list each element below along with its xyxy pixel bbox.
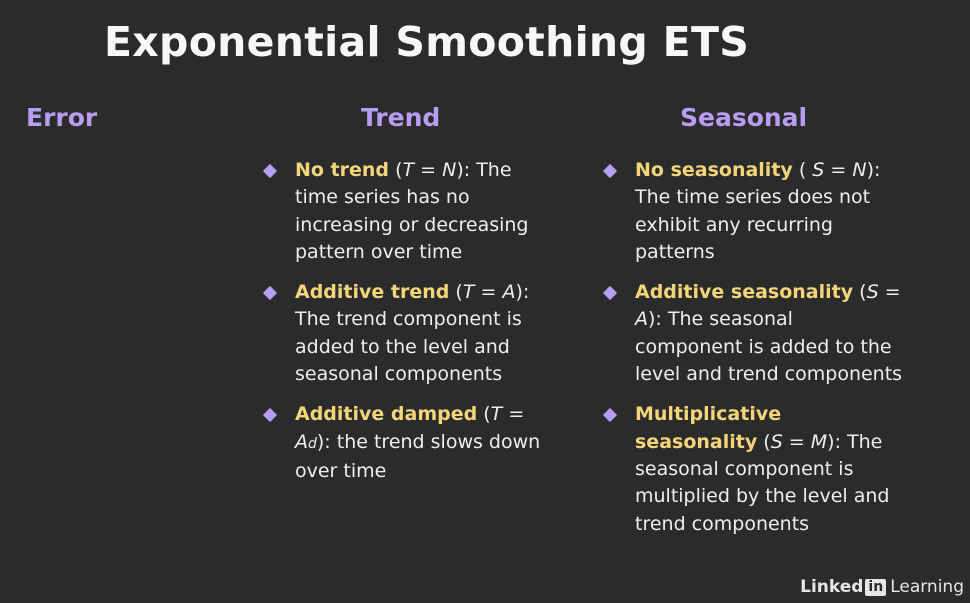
description: The time series does not exhibit any rec…	[635, 186, 871, 263]
notation: (T = N):	[389, 159, 477, 181]
term: Additive damped	[295, 403, 478, 426]
term: Additive trend	[295, 281, 450, 304]
list-item: Additive trend (T = A): The trend compon…	[262, 279, 555, 388]
term: Multiplicative seasonality	[635, 403, 782, 453]
column-heading-trend: Trend	[361, 103, 441, 132]
list-item: No seasonality ( S = N): The time series…	[602, 157, 905, 266]
term: Additive seasonality	[635, 281, 854, 304]
column-heading-seasonal: Seasonal	[680, 103, 808, 132]
description: the trend slows down over time	[295, 430, 541, 482]
notation: ( S = N):	[792, 159, 881, 181]
notation: (T = Ad):	[295, 403, 525, 453]
linkedin-learning-logo: Linked in Learning	[800, 577, 964, 597]
logo-linked-text: Linked	[800, 577, 864, 597]
notation: (S = A):	[635, 281, 901, 331]
description: The trend component is added to the leve…	[295, 308, 522, 386]
diamond-bullet-icon	[602, 163, 618, 179]
term: No trend	[295, 159, 390, 181]
diamond-bullet-icon	[262, 408, 278, 423]
diamond-bullet-icon	[262, 286, 278, 301]
description: The time series has no increasing or dec…	[295, 159, 529, 263]
linkedin-icon: in	[865, 578, 887, 596]
description: The seasonal component is multiplied by …	[635, 430, 890, 535]
column-heading-error: Error	[26, 103, 98, 132]
notation: (S = M):	[757, 430, 848, 453]
diamond-bullet-icon	[602, 408, 618, 423]
list-item: No trend (T = N): The time series has no…	[262, 157, 555, 266]
list-item: Multiplicative seasonality (S = M): The …	[602, 401, 905, 537]
seasonal-list: No seasonality ( S = N): The time series…	[602, 157, 905, 551]
description: The seasonal component is added to the l…	[635, 308, 903, 386]
logo-learning-text: Learning	[890, 577, 964, 597]
trend-list: No trend (T = N): The time series has no…	[262, 157, 555, 498]
term: No seasonality	[635, 159, 793, 181]
list-item: Additive damped (T = Ad): the trend slow…	[262, 401, 555, 485]
diamond-bullet-icon	[262, 163, 278, 179]
notation: (T = A):	[449, 281, 530, 304]
list-item: Additive seasonality (S = A): The season…	[602, 279, 905, 388]
slide-title: Exponential Smoothing ETS	[104, 18, 750, 66]
diamond-bullet-icon	[602, 286, 618, 301]
